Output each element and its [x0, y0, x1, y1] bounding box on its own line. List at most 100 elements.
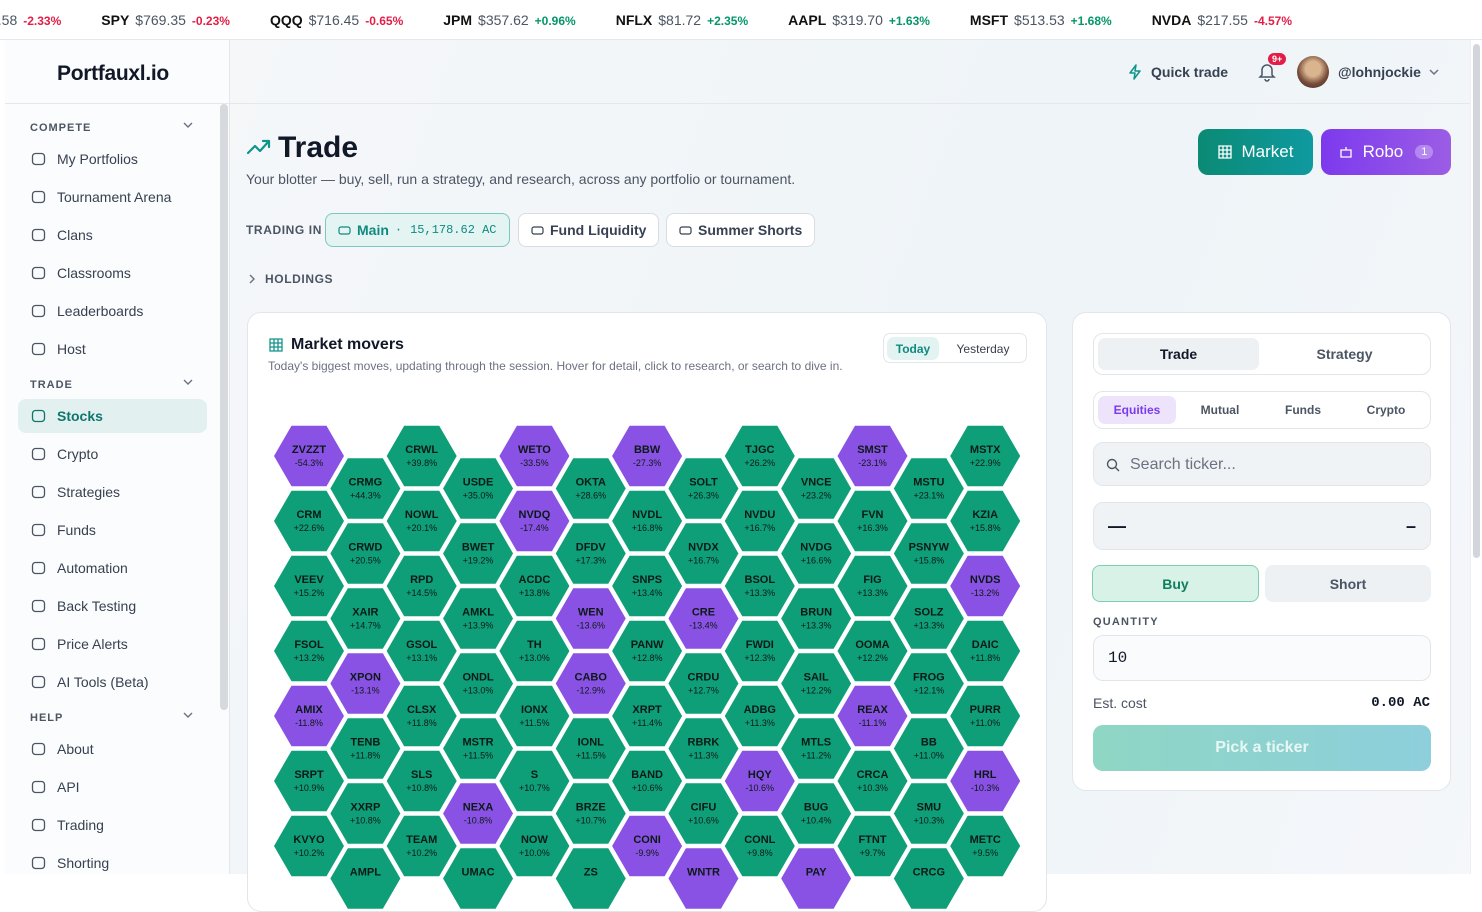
mover-tile[interactable]: KVYO +10.2% [274, 815, 344, 877]
mover-tile[interactable]: HQY -10.6% [724, 750, 795, 812]
mover-tile[interactable]: AMKL +13.9% [443, 588, 514, 649]
mover-tile[interactable]: NVDS -13.2% [950, 555, 1021, 617]
mover-tile[interactable]: NEXA -10.8% [443, 783, 514, 844]
mover-tile[interactable]: KZIA +15.8% [950, 490, 1021, 552]
mover-tile[interactable]: XAIR +14.7% [330, 588, 401, 649]
mover-tile[interactable]: CABO -12.9% [555, 653, 626, 714]
ticker-item[interactable]: MSFT $513.53 +1.68% [970, 12, 1112, 28]
nav-item[interactable]: Shorting [18, 846, 207, 880]
mover-tile[interactable]: CLSX +11.8% [386, 685, 457, 747]
ticker-item[interactable]: AAPL $319.70 +1.63% [788, 12, 930, 28]
mover-tile[interactable]: MSTU +23.1% [893, 458, 964, 519]
mover-tile[interactable]: NVDX +16.7% [668, 523, 739, 584]
mover-tile[interactable]: PAY [781, 848, 852, 909]
scrollbar[interactable] [220, 104, 228, 710]
mover-tile[interactable]: FTNT +9.7% [837, 815, 908, 877]
nav-item[interactable]: About [18, 732, 207, 766]
mover-tile[interactable]: ACDC +13.8% [499, 555, 570, 617]
ticker-item[interactable]: JPM $357.62 +0.96% [443, 12, 575, 28]
mover-tile[interactable]: ZVZZT -54.3% [274, 425, 344, 487]
mover-tile[interactable]: FWDI +12.3% [724, 620, 795, 682]
mover-tile[interactable]: VEEV +15.2% [274, 555, 344, 617]
asset-tab[interactable]: Mutual [1200, 403, 1240, 417]
chevron[interactable] [1429, 68, 1439, 76]
mover-tile[interactable]: FIG +13.3% [837, 555, 908, 617]
section-title[interactable]: TRADE [30, 379, 73, 391]
holdings-toggle[interactable]: HOLDINGS [265, 272, 334, 286]
portfolio-chip[interactable]: Fund Liquidity [518, 213, 660, 247]
mover-tile[interactable]: VNCE +23.2% [781, 458, 852, 519]
section-chevron[interactable] [183, 710, 193, 722]
mover-tile[interactable]: SOLT +26.3% [668, 458, 739, 519]
mover-tile[interactable]: SAIL +12.2% [781, 653, 852, 714]
ticker-item[interactable]: SPY $769.35 -0.23% [101, 12, 230, 28]
mover-tile[interactable]: ADBG +11.3% [724, 685, 795, 747]
ticker-item[interactable]: QQQ $716.45 -0.65% [270, 12, 403, 28]
mover-tile[interactable]: NVDU +16.7% [724, 490, 795, 552]
submit-button[interactable]: Pick a ticker [1093, 725, 1431, 771]
mover-tile[interactable]: CONI -9.9% [612, 815, 683, 877]
mover-tile[interactable]: TENB +11.8% [330, 718, 401, 779]
mover-tile[interactable]: AMIX -11.8% [274, 685, 344, 747]
mover-tile[interactable]: SNPS +13.4% [612, 555, 683, 617]
nav-item[interactable]: Tournament Arena [18, 180, 207, 214]
mover-tile[interactable]: SMU +10.3% [893, 783, 964, 844]
ticker-item[interactable]: 5.58 -2.33% [0, 12, 61, 28]
mover-tile[interactable]: IONX +11.5% [499, 685, 570, 747]
mover-tile[interactable]: CRCG [893, 848, 964, 909]
mover-tile[interactable]: S +10.7% [499, 750, 570, 812]
nav-item[interactable]: Strategies [18, 475, 207, 509]
mover-tile[interactable]: FSOL +13.2% [274, 620, 344, 682]
mover-tile[interactable]: ZS [555, 848, 626, 909]
mover-tile[interactable]: NOW +10.0% [499, 815, 570, 877]
mover-tile[interactable]: OOMA +12.2% [837, 620, 908, 682]
nav-item[interactable]: My Portfolios [18, 142, 207, 176]
mover-tile[interactable]: AMPL [330, 848, 401, 909]
mover-tile[interactable]: NOWL +20.1% [386, 490, 457, 552]
mover-tile[interactable]: TH +13.0% [499, 620, 570, 682]
page-scrollbar[interactable] [1470, 40, 1482, 874]
nav-item[interactable]: AI Tools (Beta) [18, 665, 207, 699]
scroll-thumb[interactable] [1473, 44, 1480, 558]
mover-tile[interactable]: GSOL +13.1% [386, 620, 457, 682]
mover-tile[interactable]: ONDL +13.0% [443, 653, 514, 714]
avatar[interactable] [1297, 56, 1329, 88]
mover-tile[interactable]: SRPT +10.9% [274, 750, 344, 812]
nav-item[interactable]: Crypto [18, 437, 207, 471]
section-title[interactable]: HELP [30, 712, 64, 724]
mover-tile[interactable]: BB +11.0% [893, 718, 964, 779]
mover-tile[interactable]: NVDL +16.8% [612, 490, 683, 552]
mover-tile[interactable]: USDE +35.0% [443, 458, 514, 519]
mover-tile[interactable]: FROG +12.1% [893, 653, 964, 714]
mover-tile[interactable]: FVN +16.3% [837, 490, 908, 552]
mover-tile[interactable]: TEAM +10.2% [386, 815, 457, 877]
asset-tab[interactable]: Crypto [1366, 403, 1406, 417]
mover-tile[interactable]: CIFU +10.6% [668, 783, 739, 844]
nav-item[interactable]: Funds [18, 513, 207, 547]
nav-item[interactable]: Automation [18, 551, 207, 585]
mover-tile[interactable]: NVDQ -17.4% [499, 490, 570, 552]
range-option[interactable]: Today [887, 337, 939, 360]
mover-tile[interactable]: UMAC [443, 848, 514, 909]
mover-tile[interactable]: BRUN +13.3% [781, 588, 852, 649]
nav-item[interactable]: Stocks [18, 399, 207, 433]
portfolio-chip[interactable]: Main · 15,178.62 AC [325, 213, 510, 247]
mover-tile[interactable]: MSTR +11.5% [443, 718, 514, 779]
bell-icon[interactable] [1258, 62, 1276, 82]
mover-tile[interactable]: CRDU +12.7% [668, 653, 739, 714]
mode-tab[interactable]: Strategy [1316, 346, 1373, 362]
mover-tile[interactable]: BUG +10.4% [781, 783, 852, 844]
mover-tile[interactable]: DFDV +17.3% [555, 523, 626, 584]
mover-tile[interactable]: CRWL +39.8% [386, 425, 457, 487]
mover-tile[interactable]: SMST -23.1% [837, 425, 908, 487]
mover-tile[interactable]: SLS +10.8% [386, 750, 457, 812]
mover-tile[interactable]: WNTR [668, 848, 739, 909]
section-title[interactable]: COMPETE [30, 122, 92, 134]
brand[interactable]: Portfauxl.io [57, 62, 169, 85]
mover-tile[interactable]: CRCA +10.3% [837, 750, 908, 812]
mover-tile[interactable]: SOLZ +13.3% [893, 588, 964, 649]
mover-tile[interactable]: CRMG +44.3% [330, 458, 401, 519]
nav-item[interactable]: Clans [18, 218, 207, 252]
range-option[interactable]: Yesterday [956, 341, 1010, 356]
mover-tile[interactable]: RPD +14.5% [386, 555, 457, 617]
